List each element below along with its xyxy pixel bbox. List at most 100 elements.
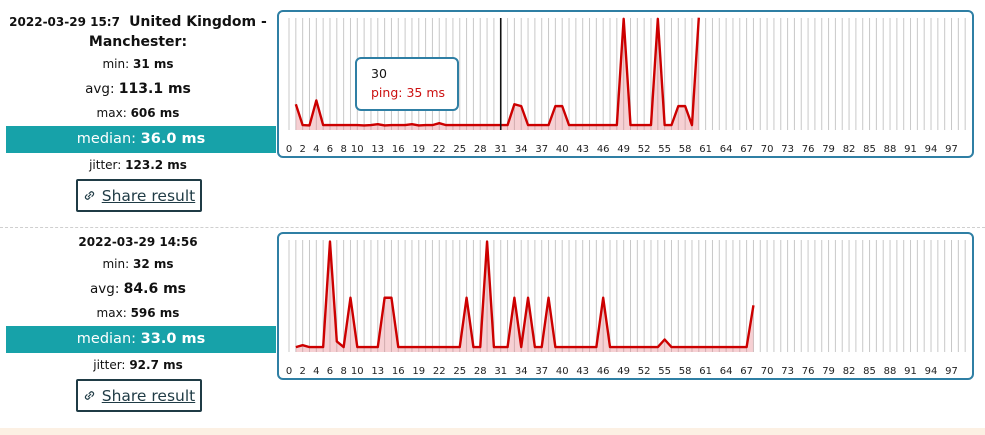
x-tick-label: 76 bbox=[802, 144, 815, 155]
x-tick-label: 58 bbox=[679, 144, 692, 155]
x-tick-label: 61 bbox=[699, 366, 712, 377]
x-tick-label: 28 bbox=[474, 144, 487, 155]
link-icon bbox=[84, 191, 94, 200]
x-tick-label: 43 bbox=[576, 144, 589, 155]
x-tick-label: 94 bbox=[925, 366, 938, 377]
result-header: 2022-03-29 15:7 United Kingdom - bbox=[0, 11, 276, 30]
x-tick-label: 37 bbox=[535, 144, 548, 155]
max-stat: max: 596 ms bbox=[96, 306, 180, 320]
location-cont: Manchester: bbox=[88, 34, 188, 50]
x-tick-label: 0 bbox=[286, 144, 292, 155]
tooltip-title: 30 bbox=[371, 66, 387, 81]
x-tick-label: 22 bbox=[433, 366, 446, 377]
timestamp: 2022-03-29 15:7 bbox=[9, 15, 120, 29]
location: United Kingdom - bbox=[129, 14, 267, 30]
x-tick-label: 82 bbox=[843, 144, 856, 155]
x-tick-label: 88 bbox=[884, 366, 897, 377]
timestamp: 2022-03-29 14:56 bbox=[78, 235, 198, 249]
x-tick-label: 2 bbox=[299, 366, 305, 377]
x-tick-label: 10 bbox=[351, 366, 364, 377]
divider bbox=[0, 227, 985, 228]
x-tick-label: 13 bbox=[371, 144, 384, 155]
x-tick-label: 25 bbox=[453, 366, 466, 377]
x-tick-label: 4 bbox=[313, 366, 319, 377]
x-tick-label: 55 bbox=[658, 366, 671, 377]
ping-chart[interactable]: 0 2 4 6 8 10 13 16 19 22 25 28 31 34 37 40 43 46 49 52 55 58 6… bbox=[277, 232, 974, 380]
x-tick-label: 91 bbox=[904, 366, 917, 377]
x-tick-label: 40 bbox=[556, 366, 569, 377]
jitter-stat: jitter: 92.7 ms bbox=[93, 358, 183, 372]
x-tick-label: 73 bbox=[781, 144, 794, 155]
x-tick-label: 88 bbox=[884, 144, 897, 155]
x-tick-label: 8 bbox=[340, 144, 346, 155]
x-tick-label: 85 bbox=[863, 144, 876, 155]
x-tick-label: 73 bbox=[781, 366, 794, 377]
x-tick-label: 76 bbox=[802, 366, 815, 377]
bottom-band bbox=[0, 428, 985, 435]
x-tick-label: 64 bbox=[720, 144, 733, 155]
x-tick-label: 55 bbox=[658, 144, 671, 155]
x-tick-label: 8 bbox=[340, 366, 346, 377]
x-tick-label: 28 bbox=[474, 366, 487, 377]
x-tick-label: 19 bbox=[412, 366, 425, 377]
x-tick-label: 85 bbox=[863, 366, 876, 377]
x-tick-label: 6 bbox=[327, 366, 333, 377]
x-tick-label: 70 bbox=[761, 366, 774, 377]
x-tick-label: 31 bbox=[494, 144, 507, 155]
link-icon bbox=[84, 391, 94, 400]
x-tick-label: 49 bbox=[617, 366, 630, 377]
x-tick-label: 49 bbox=[617, 144, 630, 155]
chart-tooltip: 30 ping: 35 ms bbox=[355, 57, 459, 111]
median-stat: median: 36.0 ms bbox=[6, 126, 276, 153]
result-block-2: 2022-03-29 14:56 min: 32 ms avg: 84.6 ms… bbox=[0, 226, 985, 426]
x-tick-label: 31 bbox=[494, 366, 507, 377]
x-tick-label: 64 bbox=[720, 366, 733, 377]
x-tick-label: 37 bbox=[535, 366, 548, 377]
x-tick-label: 79 bbox=[822, 366, 835, 377]
min-stat: min: 32 ms bbox=[102, 257, 174, 271]
x-tick-label: 97 bbox=[945, 144, 958, 155]
x-tick-label: 94 bbox=[925, 144, 938, 155]
series-area bbox=[295, 17, 699, 131]
share-result-button[interactable]: Share result bbox=[76, 379, 202, 412]
x-tick-label: 4 bbox=[313, 144, 319, 155]
x-tick-label: 34 bbox=[515, 366, 528, 377]
x-tick-label: 16 bbox=[392, 144, 405, 155]
x-tick-label: 34 bbox=[515, 144, 528, 155]
x-tick-label: 10 bbox=[351, 144, 364, 155]
x-tick-label: 79 bbox=[822, 144, 835, 155]
x-tick-label: 0 bbox=[286, 366, 292, 377]
median-stat: median: 33.0 ms bbox=[6, 326, 276, 353]
x-tick-label: 46 bbox=[597, 144, 610, 155]
x-tick-label: 67 bbox=[740, 366, 753, 377]
x-tick-label: 61 bbox=[699, 144, 712, 155]
avg-stat: avg: 84.6 ms bbox=[89, 281, 187, 297]
min-stat: min: 31 ms bbox=[102, 57, 174, 71]
x-tick-label: 25 bbox=[453, 144, 466, 155]
x-tick-label: 40 bbox=[556, 144, 569, 155]
x-tick-label: 19 bbox=[412, 144, 425, 155]
x-tick-label: 46 bbox=[597, 366, 610, 377]
x-tick-label: 58 bbox=[679, 366, 692, 377]
series-line bbox=[294, 17, 700, 127]
x-tick-label: 91 bbox=[904, 144, 917, 155]
x-tick-label: 2 bbox=[299, 144, 305, 155]
x-tick-label: 43 bbox=[576, 366, 589, 377]
tooltip-ping: ping: 35 ms bbox=[371, 85, 446, 100]
x-tick-label: 82 bbox=[843, 366, 856, 377]
x-tick-label: 97 bbox=[945, 366, 958, 377]
jitter-stat: jitter: 123.2 ms bbox=[89, 158, 187, 172]
x-tick-label: 70 bbox=[761, 144, 774, 155]
x-tick-label: 6 bbox=[327, 144, 333, 155]
x-tick-label: 52 bbox=[638, 144, 651, 155]
result-block-1: 2022-03-29 15:7 United Kingdom - Manches… bbox=[0, 10, 974, 212]
x-tick-label: 22 bbox=[433, 144, 446, 155]
chart-svg: 0 2 4 6 8 10 13 16 19 22 25 28 31 34 37 40 43 46 49 52 55 58 6… bbox=[286, 240, 966, 377]
avg-stat: avg: 113.1 ms bbox=[85, 81, 191, 97]
x-tick-label: 67 bbox=[740, 144, 753, 155]
x-tick-label: 16 bbox=[392, 366, 405, 377]
share-result-button[interactable]: Share result bbox=[76, 179, 202, 212]
series-line bbox=[295, 240, 755, 349]
x-tick-label: 13 bbox=[371, 366, 384, 377]
x-tick-label: 52 bbox=[638, 366, 651, 377]
